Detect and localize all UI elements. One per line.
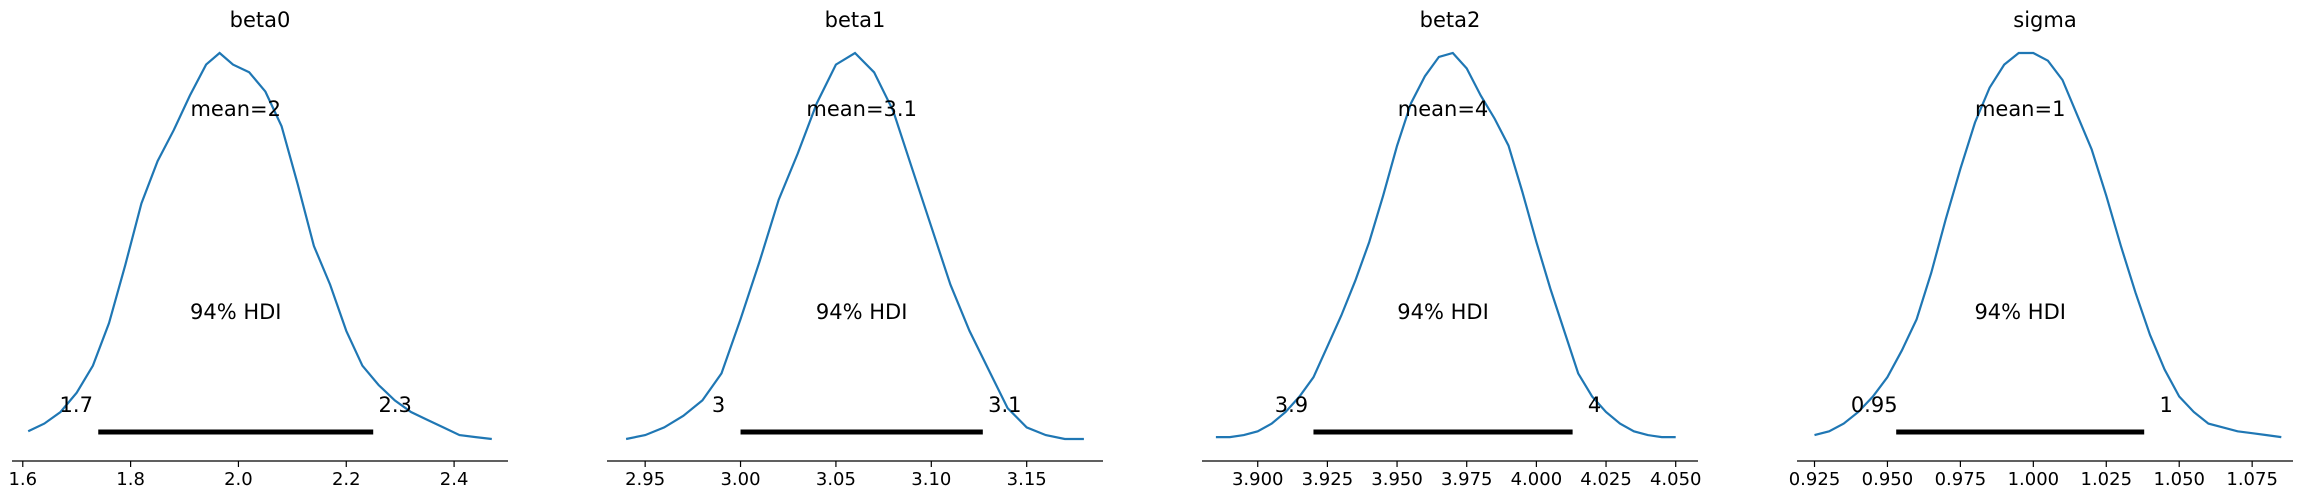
x-tick-label: 0.925 — [1789, 469, 1841, 490]
x-tick-label: 2.95 — [625, 469, 665, 490]
hdi-high-label: 3.1 — [988, 393, 1021, 417]
density-curve — [27, 51, 492, 441]
x-tick-label: 1.8 — [116, 469, 145, 490]
hdi-high-label: 4 — [1588, 393, 1601, 417]
x-tick-label: 3.00 — [720, 469, 760, 490]
x-tick-label: 3.900 — [1232, 469, 1284, 490]
hdi-low-label: 3 — [712, 393, 725, 417]
hdi-high-label: 2.3 — [379, 393, 412, 417]
hdi-label: 94% HDI — [1974, 300, 2066, 324]
x-tick-label: 2.2 — [332, 469, 361, 490]
mean-label: mean=4 — [1398, 97, 1489, 121]
hdi-low-label: 1.7 — [60, 393, 93, 417]
panel-sigma: sigma 0.925 0.950 0.975 1.000 1.025 1.050 1.075… — [1789, 8, 2293, 490]
x-tick-label: 1.050 — [2153, 469, 2205, 490]
hdi-low-label: 3.9 — [1275, 393, 1308, 417]
panel-title: beta0 — [230, 8, 291, 32]
hdi-high-label: 1 — [2160, 393, 2173, 417]
panel-beta0: beta0 1.6 1.8 2.0 2.2 2.4 1.7 2.3 94% HDI mean=2 — [8, 8, 508, 490]
mean-label: mean=1 — [1975, 97, 2066, 121]
x-tick-label: 1.075 — [2226, 469, 2278, 490]
x-tick-label: 3.975 — [1441, 469, 1493, 490]
x-tick-label: 3.15 — [1007, 469, 1047, 490]
x-tick-label: 1.000 — [2008, 469, 2060, 490]
x-tick-label: 4.050 — [1650, 469, 1702, 490]
mean-label: mean=2 — [190, 97, 281, 121]
x-tick-label: 0.950 — [1862, 469, 1914, 490]
x-tick-label: 2.0 — [224, 469, 253, 490]
hdi-label: 94% HDI — [190, 300, 282, 324]
panel-title: beta2 — [1420, 8, 1481, 32]
panel-title: sigma — [2013, 8, 2076, 32]
x-tick-label: 1.025 — [2081, 469, 2133, 490]
panel-beta1: beta1 2.95 3.00 3.05 3.10 3.15 3 3.1 94% HDI mean… — [607, 8, 1103, 490]
x-tick-label: 0.975 — [1935, 469, 1987, 490]
panel-title: beta1 — [825, 8, 886, 32]
x-tick-label: 4.025 — [1580, 469, 1632, 490]
x-tick-label: 3.925 — [1302, 469, 1354, 490]
x-tick-label: 1.6 — [8, 469, 37, 490]
hdi-low-label: 0.95 — [1851, 393, 1898, 417]
density-curve — [625, 51, 1084, 441]
x-tick-label: 3.950 — [1371, 469, 1423, 490]
x-tick-label: 3.05 — [816, 469, 856, 490]
density-curve — [1215, 51, 1676, 439]
hdi-label: 94% HDI — [1397, 300, 1489, 324]
x-tick-label: 4.000 — [1511, 469, 1563, 490]
panel-beta2: beta2 3.900 3.925 3.950 3.975 4.000 4.025 4.050… — [1202, 8, 1701, 490]
hdi-label: 94% HDI — [816, 300, 908, 324]
mean-label: mean=3.1 — [806, 97, 917, 121]
x-tick-label: 3.10 — [911, 469, 951, 490]
density-curve — [1814, 51, 2282, 439]
x-tick-label: 2.4 — [440, 469, 469, 490]
